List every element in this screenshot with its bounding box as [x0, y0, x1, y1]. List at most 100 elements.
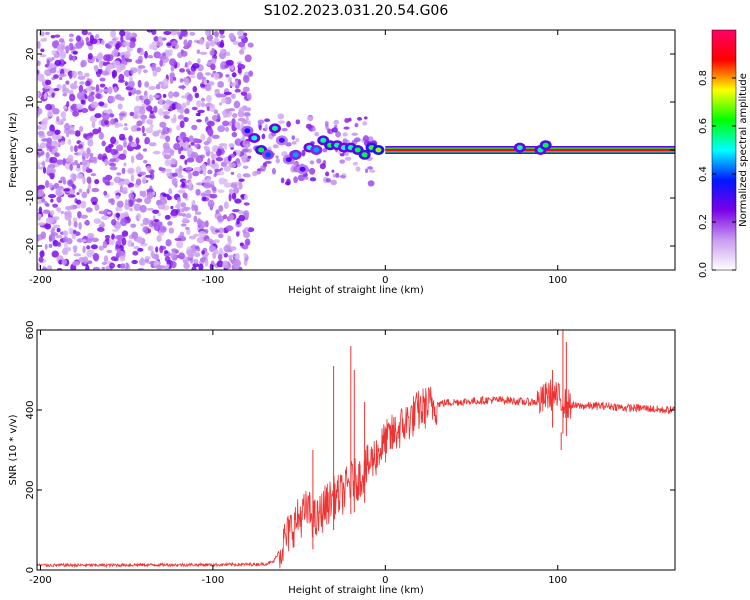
- noise-blob: [98, 101, 105, 107]
- noise-blob: [178, 85, 186, 89]
- noise-blob: [72, 229, 77, 234]
- tone-track-point: [516, 145, 523, 151]
- noise-blob: [59, 76, 63, 81]
- y-tick-label: 400: [25, 400, 36, 419]
- noise-blob: [56, 228, 61, 233]
- noise-blob: [166, 259, 171, 265]
- noise-blob: [210, 63, 216, 71]
- noise-blob: [116, 248, 122, 257]
- noise-blob: [158, 108, 164, 116]
- noise-blob: [133, 203, 142, 212]
- noise-blob: [164, 214, 171, 220]
- noise-blob: [207, 169, 213, 175]
- noise-blob: [196, 49, 201, 54]
- noise-blob: [109, 113, 115, 118]
- noise-blob: [115, 194, 120, 200]
- noise-blob: [244, 238, 251, 246]
- noise-blob: [46, 130, 54, 137]
- noise-blob: [43, 85, 51, 89]
- noise-blob: [339, 153, 345, 157]
- noise-blob: [331, 127, 338, 133]
- noise-blob: [177, 189, 186, 194]
- noise-blob: [123, 127, 129, 131]
- noise-blob: [78, 72, 84, 77]
- noise-blob: [87, 184, 91, 190]
- noise-blob: [189, 31, 196, 36]
- noise-blob: [72, 185, 77, 190]
- noise-blob: [191, 106, 198, 111]
- tone-track-point: [278, 137, 285, 143]
- noise-blob: [67, 130, 76, 135]
- noise-blob: [101, 215, 109, 221]
- noise-blob: [212, 186, 217, 192]
- noise-blob: [196, 58, 201, 64]
- noise-blob: [142, 148, 147, 152]
- noise-blob: [144, 197, 151, 205]
- noise-blob: [206, 106, 210, 111]
- noise-blob: [244, 54, 252, 63]
- tone-track-point: [354, 147, 361, 153]
- noise-blob: [211, 134, 220, 139]
- noise-blob: [130, 143, 138, 148]
- noise-blob: [158, 167, 167, 171]
- noise-blob: [309, 177, 317, 182]
- noise-blob: [37, 130, 45, 136]
- noise-blob: [113, 176, 122, 184]
- noise-blob: [65, 80, 70, 85]
- noise-blob: [217, 81, 225, 88]
- noise-blob: [57, 138, 62, 143]
- noise-blob: [177, 136, 182, 141]
- noise-blob: [213, 72, 220, 80]
- noise-blob: [86, 245, 91, 250]
- noise-blob: [232, 113, 238, 118]
- noise-blob: [165, 135, 171, 143]
- noise-blob: [45, 158, 50, 163]
- noise-blob: [58, 73, 67, 78]
- noise-blob: [218, 247, 223, 255]
- noise-blob: [162, 93, 167, 98]
- noise-blob: [95, 93, 101, 99]
- noise-blob: [200, 97, 206, 102]
- noise-blob: [40, 48, 45, 53]
- noise-blob: [135, 153, 144, 161]
- tone-track-point: [265, 152, 272, 158]
- noise-blob: [166, 42, 173, 47]
- noise-blob: [147, 245, 154, 252]
- noise-blob: [142, 176, 147, 185]
- noise-blob: [146, 207, 155, 211]
- noise-blob: [168, 90, 174, 99]
- noise-blob: [74, 160, 78, 164]
- noise-blob: [52, 216, 60, 221]
- noise-blob: [155, 246, 159, 253]
- noise-blob: [179, 120, 185, 129]
- noise-blob: [48, 194, 57, 199]
- noise-blob: [96, 73, 101, 78]
- noise-blob: [241, 156, 247, 164]
- noise-blob: [319, 163, 326, 170]
- noise-blob: [80, 214, 89, 219]
- noise-blob: [312, 126, 316, 132]
- noise-blob: [81, 239, 87, 243]
- noise-blob: [78, 221, 82, 230]
- noise-blob: [164, 250, 169, 254]
- noise-blob: [142, 217, 149, 226]
- noise-blob: [170, 205, 174, 210]
- spectrogram-ylabel: Frequency (Hz): [8, 112, 19, 188]
- noise-blob: [247, 120, 251, 126]
- noise-blob: [187, 93, 193, 102]
- noise-blob: [219, 34, 226, 39]
- noise-blob: [237, 41, 246, 48]
- noise-blob: [212, 239, 221, 244]
- noise-blob: [216, 171, 225, 176]
- noise-blob: [106, 211, 112, 215]
- noise-blob: [185, 166, 193, 171]
- noise-blob: [127, 80, 135, 88]
- noise-blob: [236, 30, 245, 37]
- noise-blob: [196, 182, 204, 186]
- noise-blob: [100, 39, 105, 46]
- noise-blob: [362, 121, 368, 126]
- noise-blob: [139, 190, 143, 197]
- noise-blob: [161, 52, 167, 57]
- noise-blob: [37, 213, 42, 218]
- noise-blob: [135, 95, 140, 102]
